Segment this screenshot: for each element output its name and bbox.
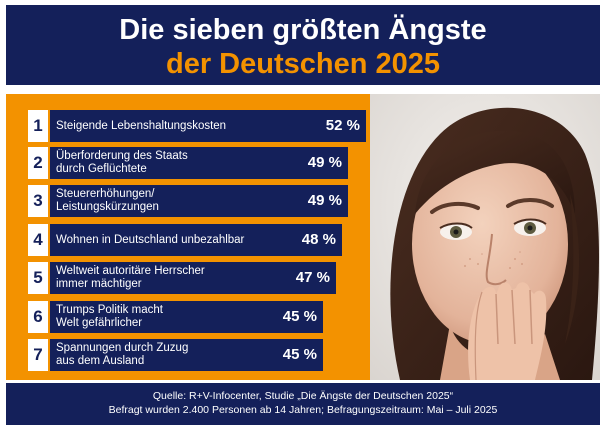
bar (50, 301, 323, 333)
source-line: Quelle: R+V-Infocenter, Studie „Die Ängs… (152, 390, 454, 402)
rank-number: 6 (28, 301, 48, 333)
bar-label-line: Weltweit autoritäre Herrscher (56, 265, 205, 277)
bar-label: Überforderung des Staats durch Geflüchtet… (56, 147, 286, 179)
bar (50, 224, 342, 256)
rank-number: 4 (28, 224, 48, 256)
rank-number: 5 (28, 262, 48, 294)
bar-label: Wohnen in Deutschland unbezahlbar (56, 224, 286, 256)
rank-number: 3 (28, 185, 48, 217)
bar-label: Steuererhöhungen/Leistungskürzungen (56, 185, 286, 217)
bar-label-line: Leistungskürzungen (56, 201, 159, 213)
chart-panel: 1 Steigende Lebenshaltungskosten 52 % 2 Über… (6, 94, 370, 380)
bar-label-line: Spannungen durch Zuzug (56, 342, 189, 354)
bar-label: Steigende Lebenshaltungskosten (56, 110, 286, 142)
bar-label-line: Trumps Politik macht (56, 304, 163, 316)
source-footer: Quelle: R+V-Infocenter, Studie „Die Ängs… (6, 383, 600, 425)
bar-label-line: Steuererhöhungen/ (56, 188, 155, 200)
bar-label-line: aus dem Ausland (56, 355, 145, 367)
bar-label: Trumps Politik macht Welt gefährlicher (56, 301, 286, 333)
rank-number: 1 (28, 110, 48, 142)
bar (50, 147, 348, 179)
value-label: 48 % (301, 231, 336, 248)
bar (50, 185, 348, 217)
header-banner: Die sieben größten Ängste der Deutschen … (6, 5, 600, 85)
bar-label-line: immer mächtiger (56, 278, 142, 290)
bar (50, 262, 336, 294)
title-line-2: der Deutschen 2025 (165, 48, 440, 80)
bar-label-line: Überforderung des Staats (56, 150, 188, 162)
worried-woman-photo (370, 94, 600, 380)
bar (50, 110, 366, 142)
title-line-1: Die sieben größten Ängste (119, 14, 487, 46)
survey-note: Befragt wurden 2.400 Personen ab 14 Jahr… (108, 404, 498, 416)
portrait-illustration (370, 94, 600, 380)
value-label: 52 % (325, 117, 360, 134)
rank-number: 7 (28, 339, 48, 371)
value-label: 45 % (282, 346, 317, 363)
value-label: 49 % (307, 192, 342, 209)
rank-number: 2 (28, 147, 48, 179)
bar (50, 339, 323, 371)
bar-label: Spannungen durch Zuzug aus dem Ausland (56, 339, 286, 371)
bar-label: Weltweit autoritäre Herrscher immer mächt… (56, 262, 286, 294)
bar-label-line: Welt gefährlicher (56, 317, 143, 329)
bar-label-line: Wohnen in Deutschland unbezahlbar (56, 233, 245, 246)
bar-label-line: durch Geflüchtete (56, 163, 147, 175)
value-label: 47 % (295, 269, 330, 286)
value-label: 45 % (282, 308, 317, 325)
value-label: 49 % (307, 154, 342, 171)
bar-label-line: Steigende Lebenshaltungskosten (56, 119, 227, 132)
